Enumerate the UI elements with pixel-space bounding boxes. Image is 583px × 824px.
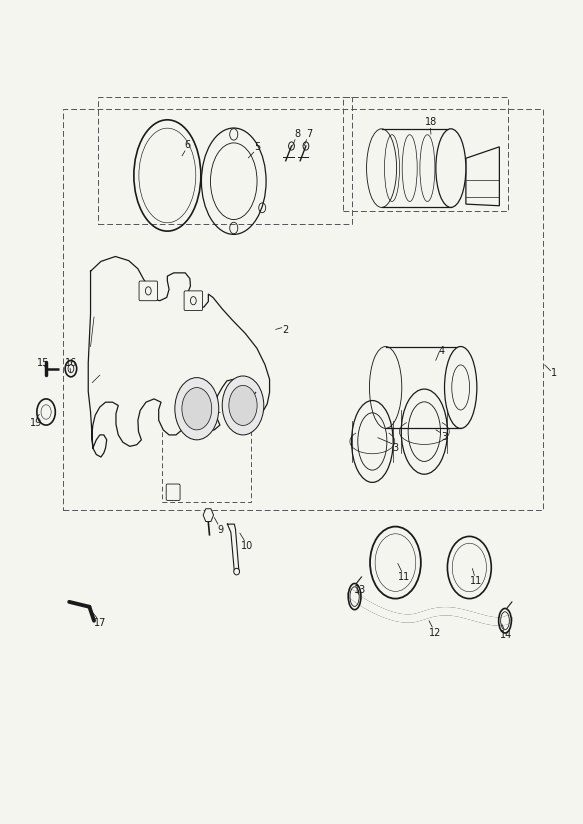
Text: 12: 12 <box>429 628 441 638</box>
Ellipse shape <box>444 347 477 428</box>
Ellipse shape <box>229 386 257 425</box>
Ellipse shape <box>436 129 466 208</box>
Ellipse shape <box>182 387 212 430</box>
Text: 11: 11 <box>470 577 482 587</box>
FancyBboxPatch shape <box>166 484 180 500</box>
Polygon shape <box>203 508 213 522</box>
Text: 2: 2 <box>283 325 289 335</box>
Circle shape <box>452 543 486 592</box>
Bar <box>343 97 508 212</box>
Polygon shape <box>88 256 269 457</box>
Text: 1: 1 <box>551 368 557 377</box>
Polygon shape <box>466 147 500 206</box>
Bar <box>161 412 251 502</box>
Text: 19: 19 <box>30 419 43 428</box>
Text: 14: 14 <box>500 630 512 639</box>
Text: 17: 17 <box>94 618 106 628</box>
Text: 16: 16 <box>65 358 77 368</box>
Text: 9: 9 <box>217 525 223 535</box>
Text: 7: 7 <box>305 129 312 138</box>
Ellipse shape <box>222 376 264 435</box>
Text: 11: 11 <box>398 573 410 583</box>
Text: 4: 4 <box>438 346 445 357</box>
Text: 3: 3 <box>392 443 399 453</box>
Ellipse shape <box>234 569 240 575</box>
Polygon shape <box>227 524 239 572</box>
Text: 18: 18 <box>425 117 437 127</box>
Bar <box>98 97 352 224</box>
Text: 13: 13 <box>353 585 366 596</box>
Bar <box>64 109 543 510</box>
Ellipse shape <box>175 377 219 440</box>
Text: 3: 3 <box>441 433 447 442</box>
FancyBboxPatch shape <box>139 281 157 301</box>
Circle shape <box>41 405 51 419</box>
FancyBboxPatch shape <box>184 291 202 311</box>
Text: 6: 6 <box>184 140 191 150</box>
Text: 15: 15 <box>37 358 50 368</box>
Text: 5: 5 <box>254 142 260 152</box>
Text: 8: 8 <box>294 129 300 138</box>
Text: 10: 10 <box>241 541 253 551</box>
Circle shape <box>375 534 416 592</box>
